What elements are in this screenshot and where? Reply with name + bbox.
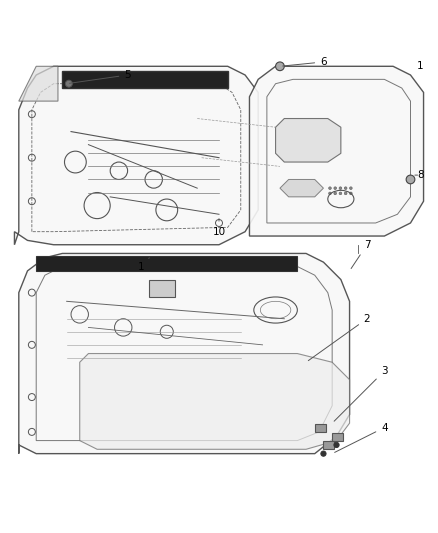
Polygon shape: [250, 66, 424, 236]
Bar: [315, 424, 325, 432]
Circle shape: [334, 187, 336, 189]
Text: 7: 7: [351, 240, 370, 269]
Text: 2: 2: [308, 314, 370, 361]
Circle shape: [334, 442, 339, 448]
Bar: [332, 433, 343, 441]
Polygon shape: [80, 353, 350, 449]
Bar: [36, 256, 297, 271]
Polygon shape: [276, 118, 341, 162]
Circle shape: [339, 192, 342, 195]
Circle shape: [339, 187, 342, 189]
Text: 4: 4: [335, 423, 388, 453]
Polygon shape: [14, 66, 258, 245]
Circle shape: [334, 192, 336, 195]
Text: 1: 1: [138, 258, 149, 271]
Text: 10: 10: [212, 219, 226, 237]
Circle shape: [406, 175, 415, 184]
Text: 5: 5: [69, 70, 131, 83]
Circle shape: [344, 192, 347, 195]
Text: 6: 6: [283, 57, 327, 67]
Circle shape: [321, 451, 326, 456]
Text: 1: 1: [417, 61, 424, 71]
Circle shape: [65, 80, 72, 87]
Bar: [323, 441, 334, 449]
Circle shape: [276, 62, 284, 71]
Circle shape: [328, 192, 331, 195]
Polygon shape: [19, 254, 350, 454]
Text: 3: 3: [334, 366, 388, 421]
Bar: [149, 279, 176, 297]
Polygon shape: [19, 66, 58, 101]
Circle shape: [350, 192, 352, 195]
Text: 8: 8: [415, 170, 424, 180]
Circle shape: [350, 187, 352, 189]
Circle shape: [344, 187, 347, 189]
Circle shape: [328, 187, 331, 189]
Polygon shape: [280, 180, 323, 197]
Bar: [62, 71, 228, 88]
